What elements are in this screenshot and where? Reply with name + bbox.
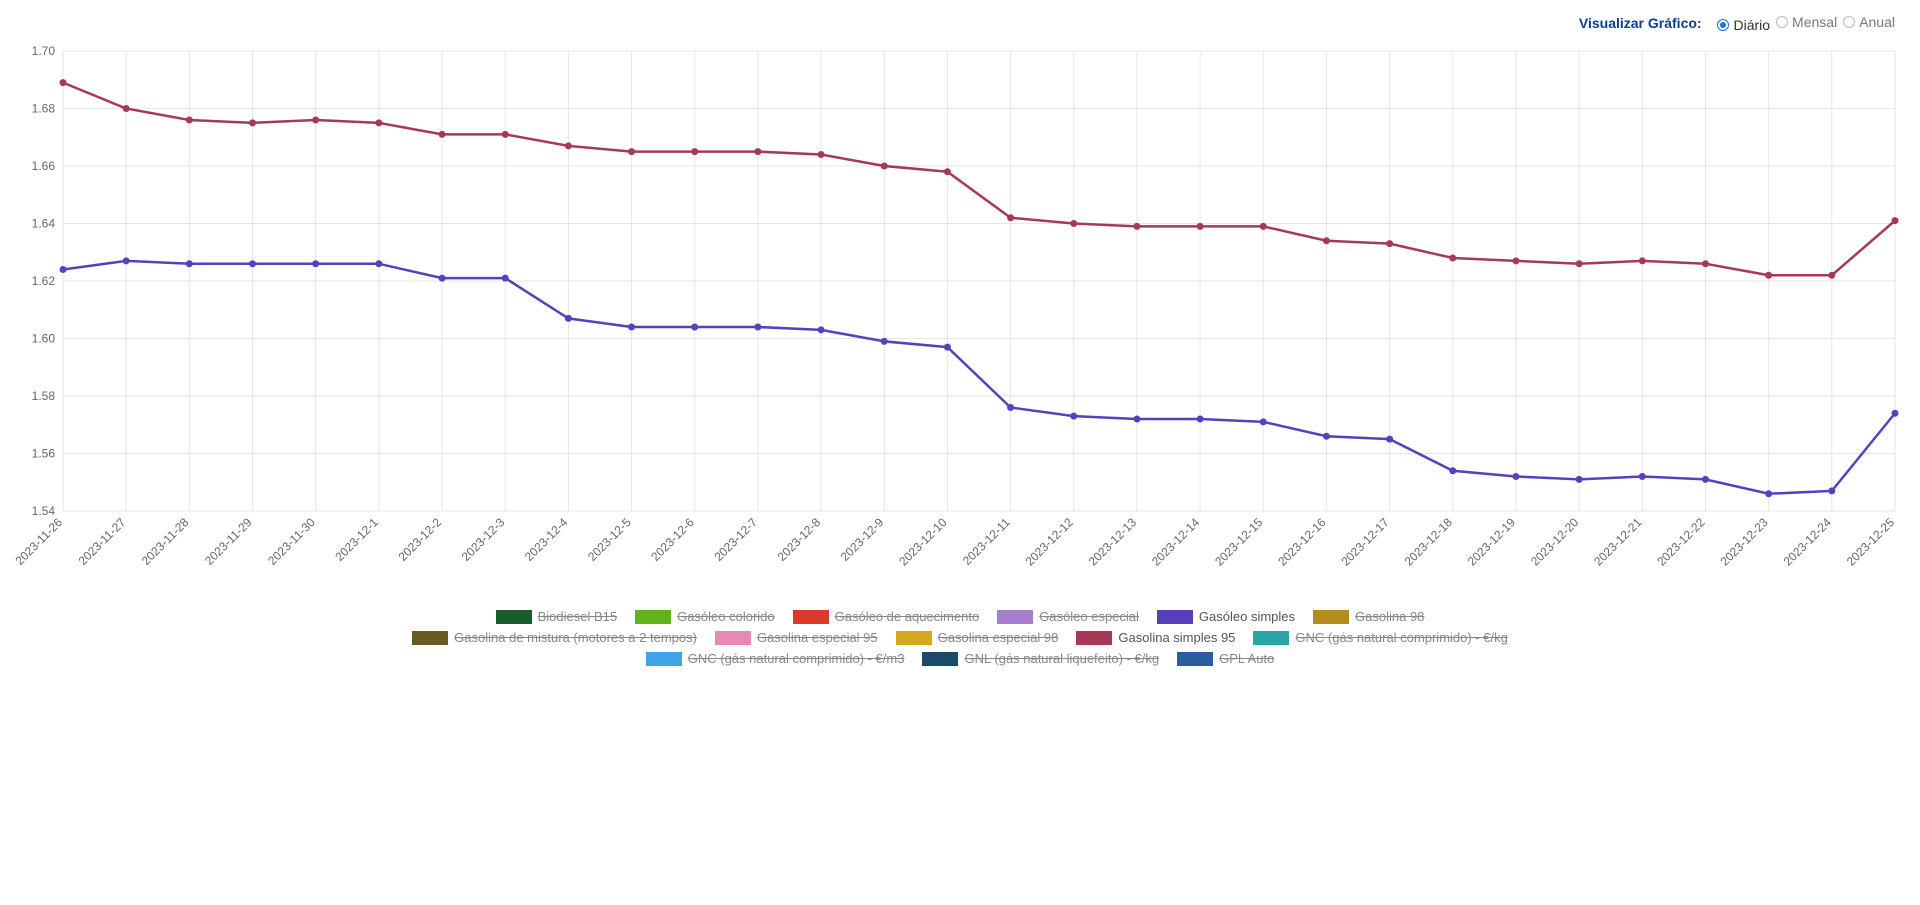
legend-label: GNC (gás natural comprimido) - €/kg (1295, 630, 1507, 645)
svg-text:2023-12-18: 2023-12-18 (1402, 515, 1456, 569)
legend-label: Gasóleo simples (1199, 609, 1295, 624)
legend-item[interactable]: Gasolina de mistura (motores a 2 tempos) (412, 630, 697, 645)
svg-text:2023-12-19: 2023-12-19 (1465, 515, 1519, 569)
view-option-mensal[interactable]: Mensal (1776, 14, 1837, 30)
svg-text:2023-12-5: 2023-12-5 (585, 515, 634, 564)
legend-item[interactable]: GNL (gás natural liquefeito) - €/kg (922, 651, 1159, 666)
svg-text:1.64: 1.64 (32, 217, 56, 231)
svg-text:2023-12-11: 2023-12-11 (960, 515, 1013, 568)
legend-label: GNL (gás natural liquefeito) - €/kg (964, 651, 1159, 666)
legend-swatch (997, 610, 1033, 624)
svg-text:2023-12-24: 2023-12-24 (1781, 515, 1835, 569)
legend-item[interactable]: GNC (gás natural comprimido) - €/kg (1253, 630, 1507, 645)
price-line-chart: 1.54 1.56 1.58 1.60 1.62 1.64 1.66 1.68 1.70 2023… (15, 41, 1905, 601)
legend-label: Biodiesel B15 (538, 609, 618, 624)
radio-label: Mensal (1792, 14, 1837, 30)
svg-text:2023-12-25: 2023-12-25 (1844, 515, 1898, 569)
chart-view-controls: Visualizar Gráfico: Diário Mensal Anual (15, 10, 1905, 41)
svg-text:2023-11-29: 2023-11-29 (202, 515, 255, 568)
svg-text:1.62: 1.62 (32, 274, 56, 288)
legend-swatch (922, 652, 958, 666)
legend-item[interactable]: Gasóleo especial (997, 609, 1139, 624)
legend-swatch (896, 631, 932, 645)
svg-text:2023-12-21: 2023-12-21 (1591, 515, 1645, 569)
legend-swatch (1313, 610, 1349, 624)
svg-text:1.60: 1.60 (32, 332, 56, 346)
legend-item[interactable]: GNC (gás natural comprimido) - €/m3 (646, 651, 905, 666)
legend-item[interactable]: Gasóleo colorido (635, 609, 775, 624)
svg-text:2023-12-23: 2023-12-23 (1717, 515, 1771, 569)
svg-text:2023-12-10: 2023-12-10 (896, 515, 950, 569)
legend-label: Gasolina especial 95 (757, 630, 878, 645)
legend-swatch (1076, 631, 1112, 645)
legend-label: Gasóleo de aquecimento (835, 609, 980, 624)
legend-swatch (646, 652, 682, 666)
svg-text:1.68: 1.68 (32, 102, 56, 116)
svg-text:2023-12-20: 2023-12-20 (1528, 515, 1582, 569)
svg-text:2023-12-9: 2023-12-9 (838, 515, 887, 564)
legend-swatch (496, 610, 532, 624)
radio-icon (1717, 19, 1729, 31)
svg-text:1.70: 1.70 (32, 44, 56, 58)
svg-text:2023-12-12: 2023-12-12 (1023, 515, 1077, 569)
svg-text:2023-12-17: 2023-12-17 (1338, 515, 1392, 569)
svg-text:2023-11-27: 2023-11-27 (76, 515, 129, 568)
svg-text:2023-12-7: 2023-12-7 (711, 515, 760, 564)
svg-text:2023-12-8: 2023-12-8 (775, 515, 824, 564)
svg-text:2023-11-30: 2023-11-30 (265, 515, 318, 568)
radio-label: Anual (1859, 14, 1895, 30)
svg-text:2023-11-28: 2023-11-28 (139, 515, 192, 568)
svg-text:1.66: 1.66 (32, 159, 56, 173)
legend-swatch (1157, 610, 1193, 624)
legend-item[interactable]: GPL Auto (1177, 651, 1274, 666)
view-option-anual[interactable]: Anual (1843, 14, 1895, 30)
svg-text:2023-12-2: 2023-12-2 (396, 515, 445, 564)
legend-swatch (715, 631, 751, 645)
legend-label: GPL Auto (1219, 651, 1274, 666)
svg-text:2023-12-16: 2023-12-16 (1275, 515, 1329, 569)
legend-swatch (635, 610, 671, 624)
legend-label: Gasolina especial 98 (938, 630, 1059, 645)
svg-text:2023-12-14: 2023-12-14 (1149, 515, 1203, 569)
svg-text:1.56: 1.56 (32, 447, 56, 461)
legend-label: Gasóleo colorido (677, 609, 775, 624)
svg-text:2023-12-15: 2023-12-15 (1212, 515, 1266, 569)
legend-item[interactable]: Gasóleo simples (1157, 609, 1295, 624)
svg-text:2023-12-6: 2023-12-6 (648, 515, 697, 564)
view-option-diário[interactable]: Diário (1717, 17, 1770, 33)
svg-text:2023-12-1: 2023-12-1 (332, 515, 381, 564)
legend-item[interactable]: Gasolina 98 (1313, 609, 1424, 624)
svg-text:2023-12-4: 2023-12-4 (522, 515, 571, 564)
chart-legend: Biodiesel B15 Gasóleo colorido Gasóleo de … (15, 601, 1905, 666)
svg-text:2023-12-22: 2023-12-22 (1654, 515, 1708, 569)
legend-label: GNC (gás natural comprimido) - €/m3 (688, 651, 905, 666)
radio-label: Diário (1733, 17, 1770, 33)
legend-item[interactable]: Gasolina especial 95 (715, 630, 878, 645)
legend-item[interactable]: Gasolina simples 95 (1076, 630, 1235, 645)
svg-text:1.58: 1.58 (32, 389, 56, 403)
radio-icon (1843, 16, 1855, 28)
legend-item[interactable]: Gasóleo de aquecimento (793, 609, 980, 624)
legend-label: Gasolina simples 95 (1118, 630, 1235, 645)
legend-swatch (1177, 652, 1213, 666)
legend-swatch (412, 631, 448, 645)
legend-item[interactable]: Gasolina especial 98 (896, 630, 1059, 645)
legend-label: Gasolina de mistura (motores a 2 tempos) (454, 630, 697, 645)
controls-title: Visualizar Gráfico: (1579, 15, 1702, 31)
svg-text:2023-12-3: 2023-12-3 (459, 515, 508, 564)
svg-text:2023-11-26: 2023-11-26 (15, 515, 65, 568)
legend-swatch (1253, 631, 1289, 645)
legend-label: Gasóleo especial (1039, 609, 1139, 624)
legend-label: Gasolina 98 (1355, 609, 1424, 624)
legend-item[interactable]: Biodiesel B15 (496, 609, 618, 624)
svg-text:1.54: 1.54 (32, 504, 56, 518)
svg-text:2023-12-13: 2023-12-13 (1086, 515, 1140, 569)
radio-icon (1776, 16, 1788, 28)
legend-swatch (793, 610, 829, 624)
